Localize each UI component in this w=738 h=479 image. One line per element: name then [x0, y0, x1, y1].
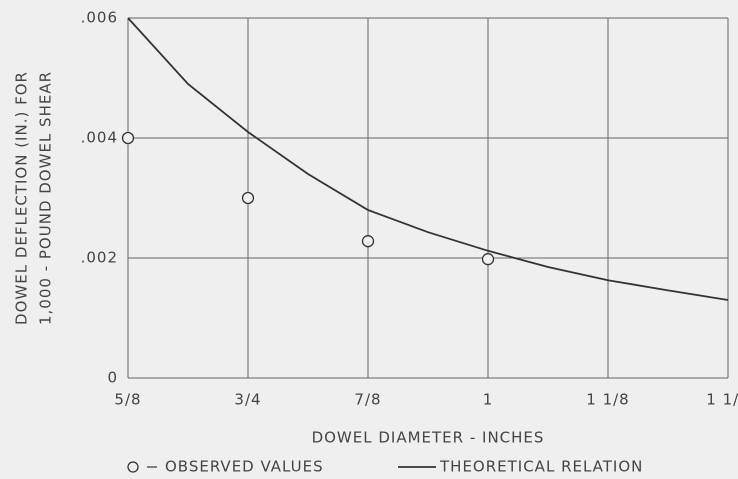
x-tick-label: 7/8	[354, 391, 381, 409]
x-tick-label: 1	[483, 391, 494, 409]
observed-point	[481, 253, 495, 266]
y-tick-label: .006	[81, 9, 118, 27]
legend-marker	[127, 461, 139, 473]
y-axis-label: DOWEL DEFLECTION (IN.) FOR	[13, 71, 31, 325]
observed-point	[241, 191, 255, 205]
y-tick-label: .002	[81, 249, 118, 267]
legend-label: OBSERVED VALUES	[165, 458, 324, 476]
observed-point	[121, 131, 135, 145]
x-tick-label: 1 1/8	[586, 391, 629, 409]
observed-point	[361, 235, 375, 248]
x-axis-label: DOWEL DIAMETER - INCHES	[312, 429, 545, 447]
theory-line	[127, 17, 729, 301]
y-tick-label: .004	[81, 129, 118, 147]
legend-label: THEORETICAL RELATION	[439, 458, 643, 476]
x-tick-label: 5/8	[114, 391, 141, 409]
x-tick-label: 1 1/4	[706, 391, 738, 409]
y-tick-label: 0	[107, 369, 118, 387]
x-tick-label: 3/4	[234, 391, 261, 409]
y-axis-label: 1,000 - POUND DOWEL SHEAR	[37, 71, 55, 325]
